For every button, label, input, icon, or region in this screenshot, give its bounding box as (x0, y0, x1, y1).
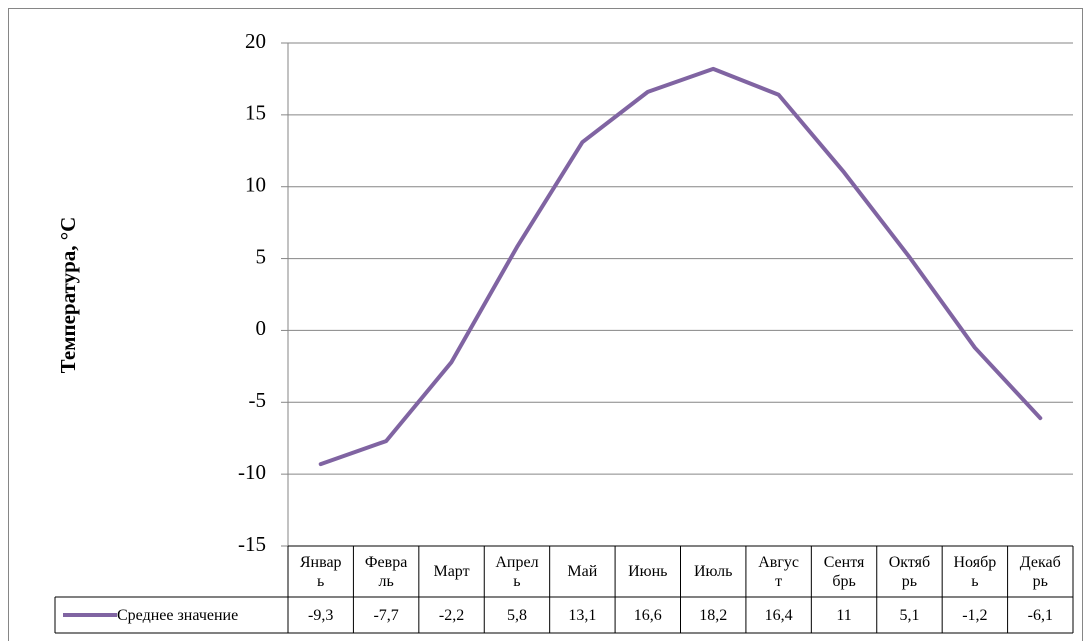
category-label: Апрель (495, 553, 539, 590)
category-label: Март (433, 563, 470, 580)
data-table-value: -6,1 (1027, 606, 1053, 624)
category-label: Июнь (628, 563, 668, 580)
data-table-value: -9,3 (308, 606, 334, 624)
data-table-value: 16,4 (764, 606, 793, 624)
category-label: Февраль (364, 553, 408, 590)
data-table-value: 11 (836, 606, 852, 624)
series-line (318, 66, 1043, 467)
category-label: Ноябрь (953, 553, 997, 590)
category-label: Январь (299, 553, 342, 590)
category-label: Август (758, 553, 799, 590)
chart-border (8, 8, 1083, 641)
y-tick-label: -15 (238, 532, 266, 556)
y-tick-label: 15 (245, 101, 266, 125)
data-table-value: 5,8 (506, 606, 527, 624)
y-tick-label: 5 (256, 244, 267, 268)
data-table-value: -1,2 (962, 606, 988, 624)
y-tick-label: 10 (245, 173, 266, 197)
data-table-value: 16,6 (633, 606, 662, 624)
data-table-value: 5,1 (899, 606, 920, 624)
category-label: Декабрь (1019, 553, 1061, 590)
legend-label: Среднее значение (117, 606, 239, 624)
y-tick-label: -5 (249, 388, 267, 412)
data-table-value: 18,2 (699, 606, 728, 624)
category-label: Октябрь (888, 553, 931, 590)
y-tick-label: 20 (245, 29, 266, 53)
category-label: Июль (694, 563, 733, 580)
y-axis-title: Температура, °C (56, 217, 80, 374)
y-tick-label: -10 (238, 460, 266, 484)
category-label: Сентябрь (823, 553, 865, 590)
y-tick-label: 0 (256, 316, 267, 340)
data-table-value: -7,7 (373, 606, 399, 624)
data-table-value: 13,1 (568, 606, 597, 624)
category-label: Май (567, 563, 598, 580)
data-table-value: -2,2 (438, 606, 465, 624)
